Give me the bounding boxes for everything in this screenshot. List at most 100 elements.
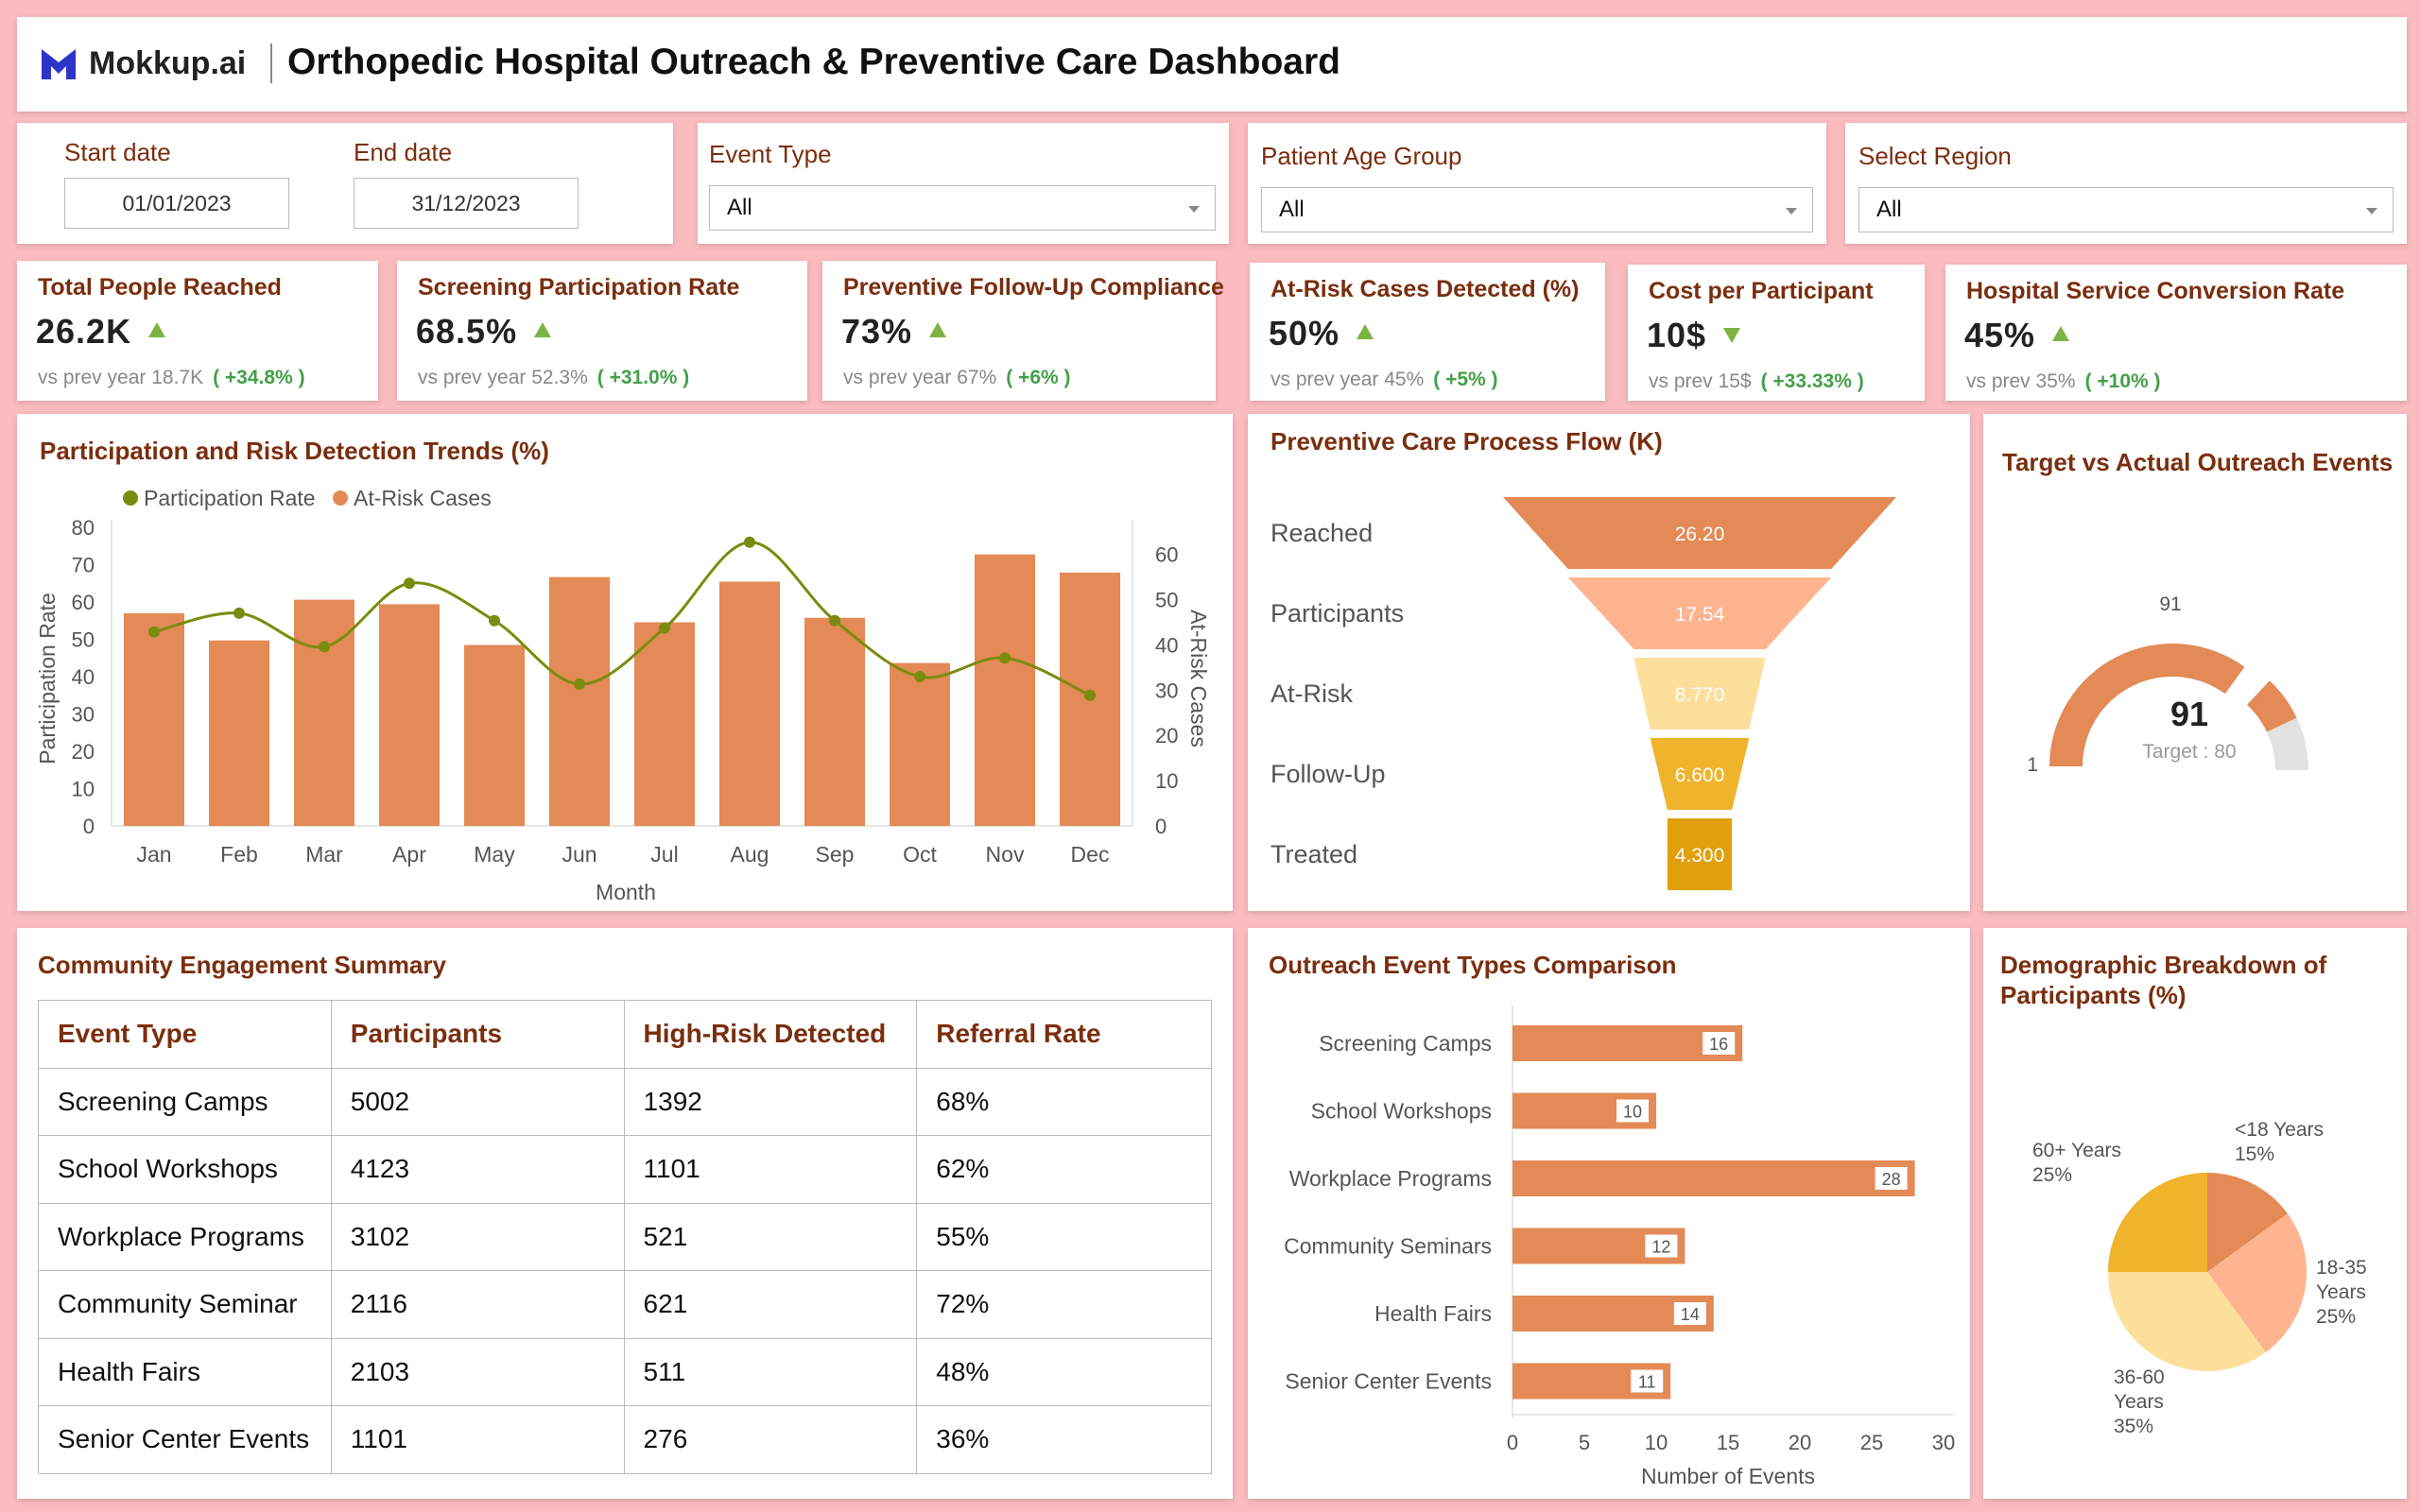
trend-up-icon — [929, 322, 947, 337]
kpi-comparison: vs prev year 52.3%( +31.0% ) — [418, 367, 690, 388]
gauge-remaining-segment — [2266, 717, 2308, 770]
kpi-card-service-conversion: Hospital Service Conversion Rate 45% vs … — [1945, 265, 2407, 401]
pie-slice-label: Years — [2316, 1281, 2366, 1303]
table-cell: Workplace Programs — [38, 1202, 332, 1271]
age-group-select[interactable]: All — [1261, 187, 1813, 232]
column-header: Referral Rate — [916, 1000, 1212, 1069]
kpi-delta: ( +31.0% ) — [596, 367, 690, 388]
gauge-value-label: 91 — [2170, 695, 2208, 733]
participation-point — [744, 536, 755, 548]
end-date-input[interactable]: 31/12/2023 — [354, 178, 579, 229]
table-row: Health Fairs 2103 511 48% — [38, 1337, 1212, 1406]
kpi-comparison: vs prev year 18.7K( +34.8% ) — [38, 367, 305, 388]
funnel-chart-card: Preventive Care Process Flow (K) 26.20 Re… — [1248, 414, 1970, 911]
start-date-input[interactable]: 01/01/2023 — [64, 178, 289, 229]
event-type-value: All — [727, 195, 752, 220]
kpi-title: At-Risk Cases Detected (%) — [1270, 276, 1580, 302]
event-type-label: Event Type — [709, 140, 832, 168]
start-date-label: Start date — [64, 138, 171, 166]
bar-value-label: 16 — [1709, 1035, 1728, 1054]
kpi-value: 10$ — [1647, 316, 1741, 355]
kpi-delta: ( +6% ) — [1006, 367, 1071, 388]
kpi-value: 68.5% — [416, 312, 552, 352]
table-cell: 1101 — [623, 1135, 918, 1204]
x-tick-label: Jun — [562, 842, 596, 867]
trend-up-icon — [1357, 324, 1374, 339]
at-risk-bar — [464, 644, 525, 826]
category-label: Workplace Programs — [1289, 1166, 1492, 1191]
kpi-card-cost-per-participant: Cost per Participant 10$ vs prev 15$( +3… — [1628, 265, 1925, 401]
age-group-filter-card: Patient Age Group All — [1248, 123, 1826, 244]
at-risk-bar — [379, 604, 440, 826]
y-tick-label: 70 — [72, 554, 95, 577]
at-risk-bar — [549, 576, 610, 826]
pie-slice — [2108, 1173, 2207, 1272]
bar-value-label: 14 — [1681, 1305, 1700, 1324]
funnel-stage — [1567, 577, 1832, 649]
logo-text: Mokkup.ai — [89, 45, 247, 81]
y-axis-title: Participation Rate — [35, 593, 60, 765]
event-type-select[interactable]: All — [709, 185, 1216, 231]
x-tick-label: May — [474, 842, 515, 867]
column-header: Participants — [330, 1000, 625, 1069]
x-axis-title: Month — [596, 880, 656, 904]
legend-marker-at-risk — [333, 490, 348, 506]
kpi-delta: ( +33.33% ) — [1760, 370, 1864, 392]
bar-value-label-bg — [1875, 1167, 1908, 1190]
y-tick-label: 30 — [72, 703, 95, 727]
bar-value-label: 10 — [1623, 1103, 1642, 1122]
gauge-min-label: 1 — [2027, 754, 2038, 776]
y2-tick-label: 10 — [1155, 769, 1178, 793]
pie-slice-label: Years — [2114, 1391, 2164, 1413]
table-row: Community Seminar 2116 621 72% — [38, 1270, 1212, 1339]
demographic-chart-title-line1: Demographic Breakdown of — [2000, 951, 2327, 979]
category-label: Community Seminars — [1284, 1234, 1492, 1259]
x-tick-label: 25 — [1860, 1431, 1883, 1454]
legend-label-participation: Participation Rate — [144, 486, 316, 510]
pie-slice-label: <18 Years — [2235, 1119, 2324, 1141]
region-select[interactable]: All — [1858, 187, 2394, 232]
table-cell: 2116 — [330, 1270, 625, 1339]
at-risk-bar — [124, 612, 184, 826]
bar-value-label-bg — [1645, 1234, 1678, 1258]
table-row: Screening Camps 5002 1392 68% — [38, 1067, 1212, 1136]
y2-tick-label: 30 — [1155, 679, 1178, 702]
x-tick-label: Aug — [731, 842, 769, 867]
x-tick-label: 30 — [1932, 1431, 1955, 1454]
participation-point — [914, 671, 925, 682]
funnel-stage-label: Reached — [1270, 519, 1373, 547]
x-tick-label: Nov — [986, 842, 1025, 867]
kpi-delta: ( +5% ) — [1433, 369, 1498, 390]
table-cell: 621 — [623, 1270, 918, 1339]
bar-value-label: 12 — [1651, 1238, 1670, 1257]
participation-point — [404, 577, 415, 590]
kpi-comparison: vs prev 15$( +33.33% ) — [1649, 370, 1864, 392]
gauge-max-label: 91 — [2159, 593, 2181, 615]
event-types-chart: 16 Screening Camps 10 School Workshops 28 Wor… — [1284, 1005, 1955, 1488]
at-risk-bar — [634, 622, 695, 826]
at-risk-bar — [890, 662, 950, 826]
pie-slice — [2108, 1272, 2266, 1371]
y2-tick-label: 0 — [1155, 815, 1167, 838]
table-cell: School Workshops — [38, 1135, 332, 1204]
y-tick-label: 20 — [72, 740, 95, 764]
x-axis-title: Number of Events — [1641, 1464, 1815, 1488]
trend-chart-title: Participation and Risk Detection Trends … — [40, 437, 549, 465]
table-row: Senior Center Events 1101 276 36% — [38, 1405, 1212, 1474]
y2-tick-label: 20 — [1155, 724, 1178, 747]
category-label: Health Fairs — [1374, 1301, 1492, 1326]
pie-slice-label: 25% — [2316, 1306, 2356, 1328]
kpi-value: 45% — [1964, 316, 2070, 355]
kpi-delta: ( +10% ) — [2084, 370, 2161, 392]
funnel-stage-label: Participants — [1270, 599, 1404, 627]
pie-slice-label: 15% — [2235, 1143, 2274, 1165]
funnel-stage — [1650, 738, 1750, 810]
pie-slice — [2207, 1213, 2307, 1352]
kpi-value: 50% — [1269, 314, 1374, 353]
age-group-value: All — [1279, 197, 1305, 222]
kpi-comparison: vs prev year 45%( +5% ) — [1270, 369, 1498, 390]
gauge-value-arc — [2049, 644, 2245, 766]
legend-marker-participation — [123, 490, 138, 506]
y-tick-label: 0 — [83, 815, 95, 838]
participation-point — [1084, 689, 1096, 701]
